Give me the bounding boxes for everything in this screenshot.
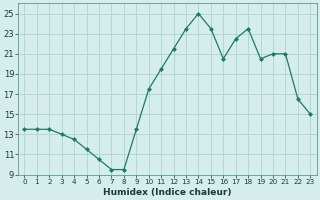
X-axis label: Humidex (Indice chaleur): Humidex (Indice chaleur) bbox=[103, 188, 232, 197]
